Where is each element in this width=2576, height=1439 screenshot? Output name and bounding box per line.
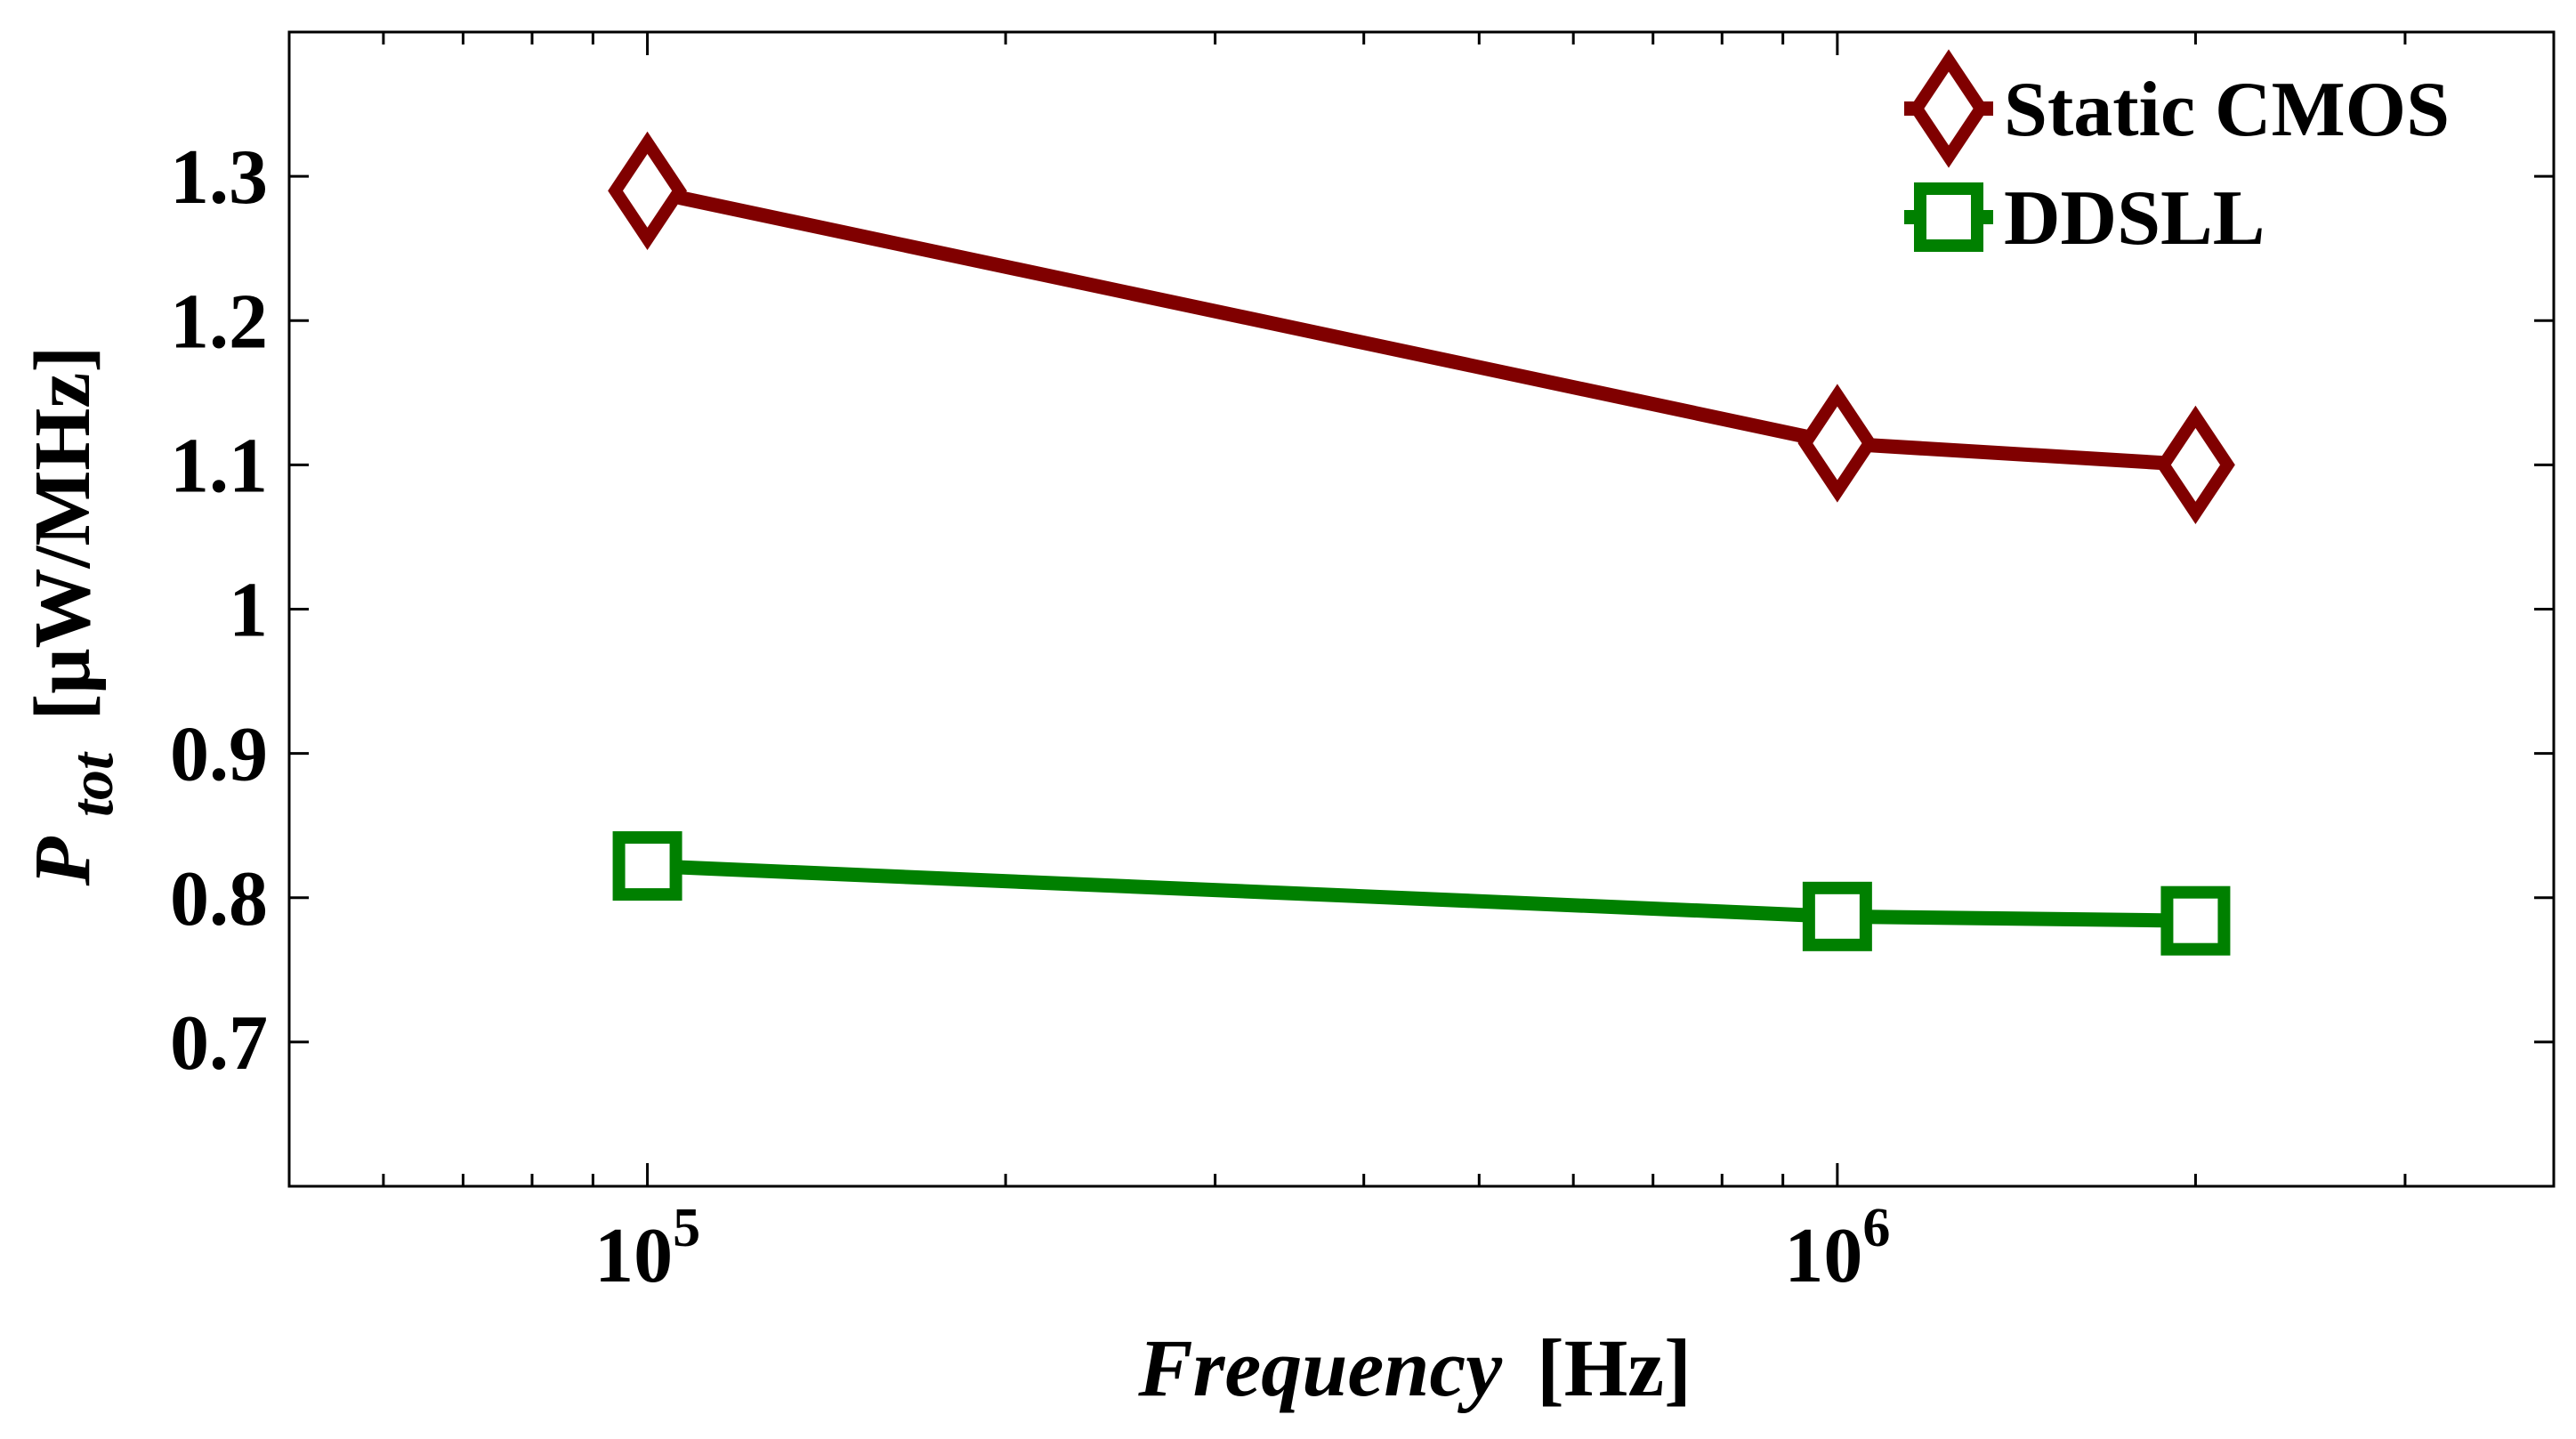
diamond-marker bbox=[608, 131, 687, 250]
y-tick-label: 1.1 bbox=[170, 423, 268, 509]
square-marker bbox=[2160, 885, 2231, 956]
square-marker bbox=[612, 831, 682, 901]
series-static-cmos bbox=[608, 131, 2235, 524]
y-tick-label: 1 bbox=[229, 568, 268, 654]
x-tick-label: 106 bbox=[1784, 1198, 1890, 1299]
legend-label: DDSLL bbox=[2004, 175, 2265, 262]
square-marker bbox=[1802, 881, 1872, 951]
legend-square-marker bbox=[1914, 182, 1983, 252]
x-axis-title-unit: [Hz] bbox=[1537, 1322, 1692, 1413]
x-axis-title-italic: Frequency bbox=[1137, 1322, 1503, 1413]
legend-item: Static CMOS bbox=[1904, 49, 2450, 168]
y-axis-title-unit: [μW/MHz] bbox=[19, 346, 107, 721]
axis-ticks bbox=[287, 32, 2556, 1186]
y-tick-label: 1.2 bbox=[170, 279, 268, 365]
legend-diamond-marker bbox=[1909, 49, 1989, 168]
legend-item: DDSLL bbox=[1904, 175, 2265, 262]
y-tick-label: 0.9 bbox=[170, 712, 268, 798]
x-tick-label-base: 10 bbox=[594, 1213, 673, 1299]
diamond-marker bbox=[1797, 384, 1877, 503]
y-axis-title-symbol: P bbox=[19, 836, 107, 886]
x-tick-label-exponent: 5 bbox=[673, 1198, 700, 1258]
legend: Static CMOS DDSLL bbox=[1904, 49, 2450, 262]
series-layer bbox=[608, 131, 2235, 956]
y-tick-label: 1.3 bbox=[170, 134, 268, 221]
y-tick-label: 0.7 bbox=[170, 1000, 268, 1087]
x-tick-label-base: 10 bbox=[1784, 1213, 1862, 1299]
y-axis-title-subscript: tot bbox=[58, 751, 125, 817]
y-tick-label: 0.8 bbox=[170, 856, 268, 942]
series-ddsll bbox=[612, 831, 2231, 956]
diamond-marker bbox=[2156, 405, 2235, 524]
x-tick-label: 105 bbox=[594, 1198, 700, 1299]
x-tick-label-exponent: 6 bbox=[1862, 1198, 1890, 1258]
legend-label: Static CMOS bbox=[2004, 67, 2450, 153]
y-axis-title: P tot [μW/MHz] bbox=[19, 346, 130, 887]
x-axis-title: Frequency [Hz] bbox=[1137, 1322, 1692, 1413]
